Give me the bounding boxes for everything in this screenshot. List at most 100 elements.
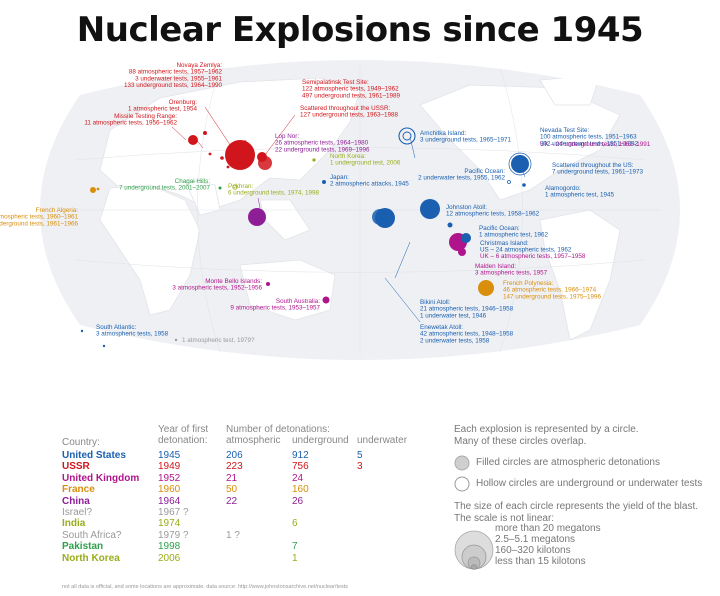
- header-underwater: underwater: [357, 435, 408, 446]
- label-line: North Korea:: [330, 153, 366, 160]
- country-name: China: [62, 495, 90, 507]
- atmospheric-count: 21: [226, 472, 238, 484]
- label-bikini: Bikini Atoll: 21 atmospheric tests, 1946–…: [420, 299, 514, 319]
- site-amchitka-inner: [402, 131, 412, 141]
- country-name: Israel?: [62, 507, 93, 518]
- label-monte-bello: Monte Bello Islands: 3 atmospheric tests,…: [172, 278, 262, 292]
- label-line: 7 underground tests, 2001–2007: [119, 185, 211, 192]
- underwater-count: 5: [357, 450, 363, 461]
- label-line: South Australia:: [276, 298, 320, 305]
- country-name: United Kingdom: [62, 472, 140, 484]
- label-line: 1 atmospheric test, 1962: [479, 232, 548, 239]
- first-detonation-year: 1974: [158, 518, 181, 530]
- label-line: Pokhran:: [228, 183, 253, 190]
- label-line: 11 atmospheric tests, 1956–1962: [84, 120, 177, 127]
- label-line: 1 underwater test, 1946: [420, 312, 487, 319]
- site-south-atlantic: [80, 329, 84, 333]
- land-masses: [99, 74, 621, 341]
- first-detonation-year: 1967 ?: [158, 507, 189, 518]
- label-line: Johnston Atoll:: [446, 204, 487, 211]
- label-line: UK – 6 atmospheric tests, 1957–1958: [480, 253, 586, 260]
- label-line: Alamogordo:: [545, 185, 581, 192]
- first-detonation-year: 1952: [158, 472, 181, 484]
- label-south-atlantic: South Atlantic: 3 atmospheric tests, 1958: [96, 324, 169, 338]
- table-row: China 1964 22 26: [62, 496, 432, 508]
- underground-count: 7: [292, 541, 298, 553]
- table-row: United Kingdom 1952 21 24: [62, 473, 432, 485]
- country-name: United States: [62, 450, 126, 461]
- site-malden: [458, 248, 466, 256]
- label-line: French Algeria:: [36, 207, 79, 214]
- label-malden: Malden Island: 3 atmospheric tests, 1957: [475, 263, 548, 277]
- label-south-australia: South Australia: 9 atmospheric tests, 195…: [230, 298, 320, 312]
- legend-size-2: 2.5–5.1 megatons: [495, 534, 576, 545]
- label-line: Japan:: [330, 174, 349, 181]
- filled-circle-icon: [454, 455, 470, 471]
- label-line: Amchitka Island:: [420, 130, 466, 137]
- atmospheric-count: 50: [226, 484, 238, 496]
- first-detonation-year: 1979 ?: [158, 529, 189, 541]
- label-johnston: Johnston Atoll: 12 atmospheric tests, 195…: [446, 204, 540, 218]
- label-line: Orenburg:: [169, 99, 198, 106]
- legend-intro-2: Many of these circles overlap.: [454, 436, 587, 447]
- label-line: Pacific Ocean:: [464, 168, 505, 175]
- label-line: French Polynesia:: [503, 280, 554, 287]
- site-amchitka: [398, 127, 416, 145]
- table-row: North Korea 2006 1: [62, 553, 432, 565]
- label-line: 122 atmospheric tests, 1949–1962: [302, 86, 399, 93]
- country-name: South Africa?: [62, 529, 122, 541]
- site-pacific-ocean-1: [507, 180, 511, 184]
- header-year-line1: Year of first: [158, 424, 209, 435]
- site-nevada: [511, 155, 529, 173]
- land-africa: [99, 184, 201, 316]
- label-novaya: Novaya Zemlya: 88 atmospheric tests, 1957…: [124, 62, 223, 89]
- site-nevada-ring: [508, 152, 532, 176]
- label-line: Semipalatinsk Test Site:: [302, 79, 369, 86]
- label-line: 88 atmospheric tests, 1957–1962: [129, 69, 223, 76]
- site-ussr-scattered-1: [220, 156, 224, 160]
- site-novaya-zemlya: [225, 140, 255, 170]
- label-line: Christmas Island:: [480, 240, 529, 247]
- underground-count: 756: [292, 461, 309, 473]
- site-chagai: [218, 186, 222, 190]
- site-french-algeria-2: [96, 187, 100, 191]
- label-pokhran: Pokhran: 6 underground tests, 1974, 1998: [228, 183, 320, 197]
- label-pacific-ocean-2: Pacific Ocean: 1 atmospheric test, 1962: [479, 225, 548, 239]
- site-japan: [322, 180, 326, 184]
- table-row: USSR 1949 223 756 3: [62, 461, 432, 473]
- table-row: Pakistan 1998 7: [62, 541, 432, 553]
- country-name: France: [62, 484, 95, 496]
- underground-count: 24: [292, 472, 304, 484]
- label-christmas-uk: UK – 6 atmospheric tests, 1957–1958: [480, 253, 586, 260]
- label-us-scattered: Scattered throughout the US: 7 undergroun…: [552, 162, 644, 176]
- header-atmospheric: atmospheric: [226, 435, 281, 446]
- label-pacific-ocean-1: Pacific Ocean: 2 underwater tests, 1955, …: [418, 168, 505, 182]
- label-french-algeria: French Algeria:4 atmospheric tests, 1960…: [0, 207, 78, 227]
- header-underground: underground: [292, 435, 349, 446]
- site-labels: Novaya Zemlya: 88 atmospheric tests, 1957…: [0, 62, 651, 344]
- site-enewetak: [372, 209, 388, 225]
- label-line: UK – 24 underground tests, 1962–1991: [540, 141, 651, 148]
- country-name: USSR: [62, 461, 90, 473]
- label-line: 1 atmospheric test, 1979?: [182, 337, 255, 344]
- label-line: 1 atmospheric test, 1954: [128, 106, 197, 113]
- table-row: United States 1945 206 912 5: [62, 450, 432, 462]
- label-line: 3 atmospheric tests, 1958: [96, 331, 169, 338]
- site-missile-range: [188, 135, 198, 145]
- footnote: not all data is official, and some locat…: [62, 584, 349, 590]
- atmospheric-count: 206: [226, 450, 243, 461]
- label-line: 7 underground tests, 1961–1973: [552, 169, 644, 176]
- underground-count: 6: [292, 518, 298, 530]
- label-line: 1 atmospheric test, 1945: [545, 192, 614, 199]
- label-christmas-us: Christmas Island: US – 24 atmospheric tes…: [480, 240, 572, 254]
- legend-size-3: 160–320 kilotons: [495, 545, 571, 556]
- label-line: Enewetak Atoll:: [420, 324, 463, 331]
- underground-count: 26: [292, 495, 304, 507]
- label-unknown-1979: 1 atmospheric test, 1979?: [182, 337, 255, 344]
- site-french-algeria: [90, 187, 96, 193]
- test-sites: [80, 127, 532, 348]
- site-christmas-us: [461, 233, 471, 243]
- first-detonation-year: 1960: [158, 484, 181, 496]
- site-south-atlantic-2: [102, 344, 106, 348]
- country-name: North Korea: [62, 552, 120, 564]
